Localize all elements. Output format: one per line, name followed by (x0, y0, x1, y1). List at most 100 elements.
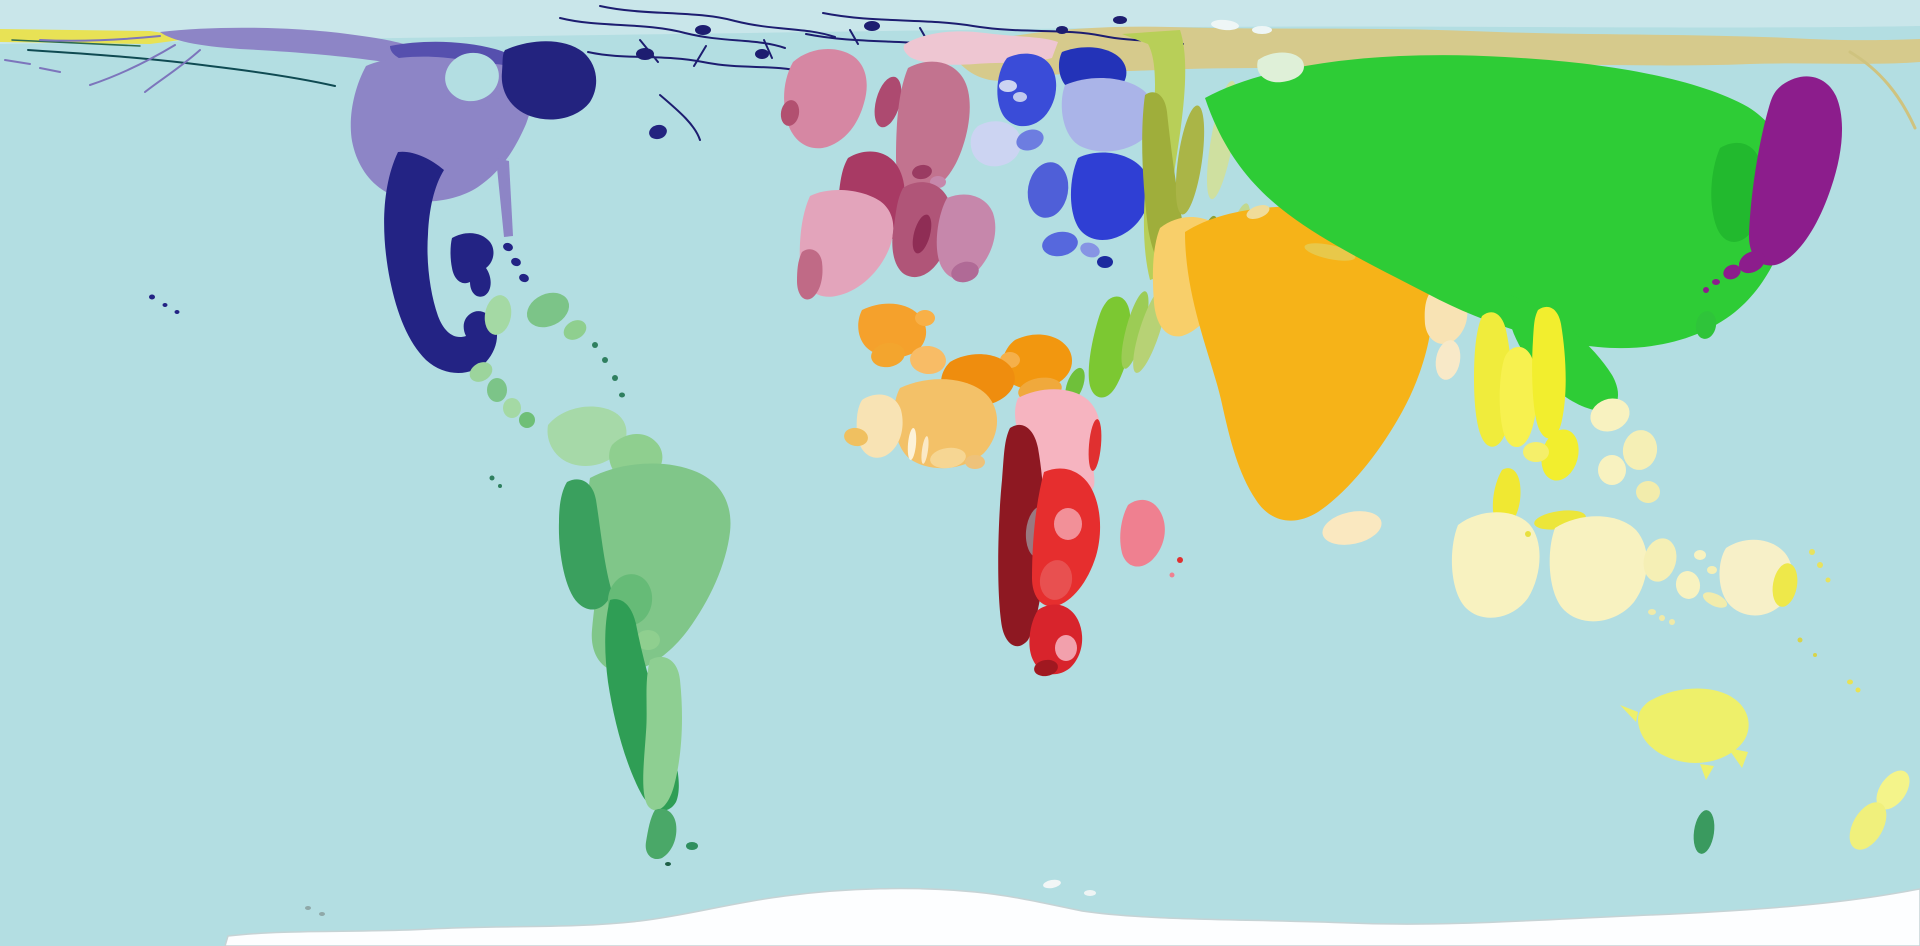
japan-kyushu (1738, 250, 1766, 274)
greenland-filament-blob-4 (1113, 16, 1127, 24)
arctic-ice-bit-1 (1211, 19, 1239, 31)
arctic-island-blob-1 (636, 48, 654, 60)
new-zealand-north (1876, 770, 1910, 810)
argentina (643, 656, 682, 811)
kashmir-bit (1246, 205, 1270, 219)
greenland-filament-blob-3 (1056, 26, 1068, 34)
sumatra (1451, 512, 1540, 618)
new-caledonia (1693, 810, 1715, 854)
pacific-micro-dot-1 (1797, 637, 1803, 643)
hawaii-dot-1 (149, 294, 155, 300)
galapagos-dot-1 (489, 475, 495, 481)
cameroon (965, 455, 985, 469)
solomon-dot-3 (1825, 577, 1831, 583)
west-africa-gold-2 (844, 427, 868, 447)
south-georgia-island (1043, 879, 1061, 889)
mexico-yucatan-arm (450, 233, 494, 297)
aleutian-teal-filament (27, 49, 336, 87)
east-africa-pink (1054, 508, 1082, 540)
australia-spike-south (1700, 764, 1714, 780)
switzerland-austria (912, 164, 932, 180)
czech-hungary (970, 121, 1022, 167)
arctic-pale-band (0, 0, 1920, 44)
canada-east (501, 41, 597, 120)
peru-ecuador (558, 479, 612, 610)
ghana-strip (907, 428, 917, 460)
mexico (384, 151, 498, 373)
morocco-algeria (858, 303, 927, 358)
balkans (936, 194, 996, 280)
south-sandwich-island (1084, 890, 1096, 896)
cambodia (1523, 442, 1549, 462)
bali-chain-dot-1 (1648, 609, 1656, 615)
south-africa-darkred (1034, 659, 1058, 677)
reunion-dot (1169, 572, 1175, 578)
uk (784, 49, 867, 149)
turkey (1001, 334, 1072, 390)
new-zealand-south (1849, 802, 1887, 850)
japan-okinawa-dot-2 (1703, 287, 1709, 293)
caribbean-chain-dot-1 (592, 342, 598, 348)
pacific-micro-dot-2 (1813, 653, 1817, 657)
caribbean-chain-dot-4 (619, 392, 625, 398)
red-sea-streak (1088, 419, 1102, 471)
solomon-dot-2 (1817, 562, 1823, 568)
china (1205, 55, 1792, 349)
newfoundland-blob (649, 124, 667, 140)
uzbekistan-strip (1088, 296, 1131, 398)
west-africa-gold-3 (930, 447, 966, 469)
alaska-threads (4, 35, 201, 93)
romania (1070, 152, 1150, 241)
arctic-island-blob-3 (755, 49, 769, 59)
caribbean-island-2 (526, 292, 570, 328)
slovakia (1016, 129, 1044, 151)
bangladesh-myanmar-cream (1435, 340, 1461, 380)
japan-shikoku (1723, 264, 1741, 280)
thailand (1499, 346, 1538, 448)
congo-maroon (998, 424, 1045, 647)
philippines-3 (1598, 455, 1626, 485)
sulawesi (1643, 538, 1677, 582)
philippines-4 (1636, 481, 1660, 503)
greenland-filament-blob-1 (864, 21, 880, 31)
mongolia-pale (1257, 52, 1304, 83)
west-africa-cream (856, 394, 903, 458)
turkmenistan-strip (1121, 291, 1149, 369)
antarctic-grey-speck-2 (319, 912, 325, 916)
benin-strip (921, 436, 929, 464)
germany (896, 61, 970, 194)
borneo-bit (1675, 571, 1701, 599)
paraguay (636, 630, 660, 650)
moldova (1080, 242, 1100, 258)
png-yellow-east (1772, 563, 1798, 607)
maluku-bit-2 (1707, 566, 1717, 574)
australia (1638, 688, 1749, 763)
singapore-dot (1525, 531, 1531, 537)
hawaii-dot-2 (162, 303, 168, 307)
greece (951, 261, 979, 283)
mauritius-dot (1177, 557, 1183, 563)
caribbean-island-3 (563, 320, 587, 340)
kazakhstan-olive-strip-2 (1175, 105, 1205, 215)
mozambique-pink (1055, 635, 1077, 661)
bahamas-dot-2 (511, 257, 521, 267)
fiji-speck-2 (1855, 687, 1861, 693)
ireland (780, 100, 800, 126)
nigeria-west-africa (893, 379, 998, 469)
hudson-bay (445, 52, 499, 102)
antarctic-grey-speck-1 (305, 906, 311, 910)
maluku-bit-1 (1694, 550, 1706, 560)
arctic-ice-bit-2 (1252, 26, 1272, 34)
japan (1749, 76, 1843, 266)
fiji-speck-1 (1847, 679, 1853, 685)
java (1549, 516, 1648, 622)
solomon-dot-1 (1809, 549, 1815, 555)
hungary-serbia (1027, 162, 1069, 218)
philippines-2 (1622, 430, 1658, 470)
india (1185, 206, 1433, 521)
madagascar (1120, 499, 1165, 567)
arctic-island-blob-2 (695, 25, 711, 35)
malay-peninsula (1492, 468, 1521, 527)
